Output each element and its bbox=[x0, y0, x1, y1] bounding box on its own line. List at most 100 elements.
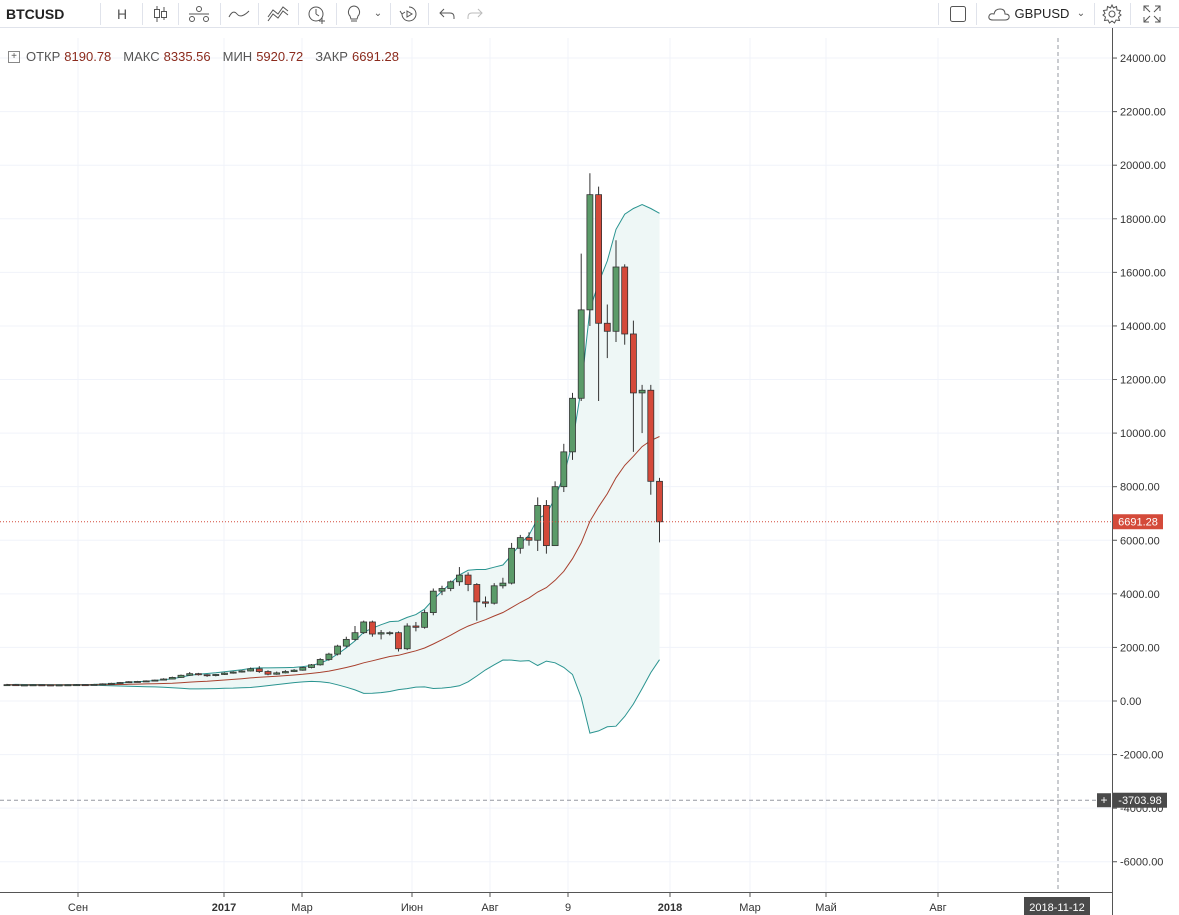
candle-down bbox=[656, 480, 663, 523]
chevron-down-icon[interactable]: ⌄ bbox=[373, 8, 383, 19]
candle-up bbox=[455, 574, 463, 583]
x-tick-label: Мар bbox=[291, 902, 313, 914]
candle-up bbox=[177, 674, 185, 678]
indicators-icon[interactable] bbox=[224, 0, 254, 27]
crosshair-price-text: -3703.98 bbox=[1118, 795, 1161, 807]
interval-label: Н bbox=[116, 5, 128, 22]
compare-symbol-label[interactable]: GBPUSD bbox=[1014, 6, 1070, 21]
symbol-label: BTCUSD bbox=[6, 5, 65, 22]
close-value: 6691.28 bbox=[351, 49, 399, 64]
candle-up bbox=[116, 682, 124, 684]
last-price-text: 6691.28 bbox=[1118, 517, 1158, 529]
candle-down bbox=[395, 632, 402, 650]
candle-down bbox=[81, 684, 89, 687]
settings-gear-icon[interactable] bbox=[1098, 0, 1126, 27]
candle-up bbox=[438, 588, 446, 592]
candles-icon[interactable] bbox=[146, 0, 174, 27]
collapse-plus-icon[interactable]: + bbox=[8, 50, 20, 63]
y-tick-label: 10000.00 bbox=[1120, 428, 1166, 440]
x-tick-label: Мар bbox=[739, 902, 761, 914]
price-axis[interactable]: 24000.00 22000.00 20000.00 18000.00 16000.00… bbox=[1112, 53, 1166, 869]
y-tick-label: 8000.00 bbox=[1120, 482, 1160, 494]
x-tick-label: Авг bbox=[481, 902, 498, 914]
x-tick-label: Сен bbox=[68, 902, 88, 914]
candle-up bbox=[403, 625, 411, 650]
x-tick-label: 2018 bbox=[658, 902, 682, 914]
crosshair-price-label: + -3703.98 bbox=[1097, 792, 1167, 808]
x-tick-label: 2017 bbox=[212, 902, 236, 914]
y-tick-label: 12000.00 bbox=[1120, 375, 1166, 387]
open-value: 8190.78 bbox=[64, 49, 112, 64]
candle-up bbox=[377, 632, 385, 635]
alert-clock-icon[interactable] bbox=[302, 0, 332, 27]
candle-down bbox=[412, 625, 420, 628]
compare-icon[interactable] bbox=[184, 0, 214, 27]
candle-up bbox=[168, 677, 176, 680]
candle-up bbox=[55, 684, 63, 687]
candle-up bbox=[290, 669, 298, 672]
candle-up bbox=[586, 194, 594, 311]
y-tick-label: -2000.00 bbox=[1120, 750, 1163, 762]
y-tick-label: 16000.00 bbox=[1120, 267, 1166, 279]
candle-down bbox=[255, 668, 263, 672]
candle-up bbox=[90, 683, 98, 686]
candle-down bbox=[38, 684, 46, 687]
last-price-label: 6691.28 bbox=[1113, 514, 1163, 530]
bollinger-lower-band bbox=[6, 659, 660, 734]
candle-up bbox=[508, 547, 516, 584]
chart-grid bbox=[0, 38, 1112, 892]
replay-icon[interactable] bbox=[394, 0, 424, 27]
candle-up bbox=[186, 673, 194, 676]
interval-button[interactable]: Н bbox=[108, 0, 136, 27]
candle-up bbox=[316, 659, 324, 666]
candle-up bbox=[386, 632, 394, 635]
templates-icon[interactable] bbox=[262, 0, 294, 27]
ideas-lightbulb-icon[interactable] bbox=[340, 0, 368, 27]
candle-up bbox=[273, 672, 281, 675]
y-tick-label: 20000.00 bbox=[1120, 160, 1166, 172]
candle-up bbox=[221, 672, 228, 675]
redo-icon[interactable] bbox=[462, 0, 488, 27]
candle-up bbox=[29, 684, 37, 687]
candle-down bbox=[464, 574, 472, 585]
candle-up bbox=[325, 653, 333, 660]
chevron-down-icon[interactable]: ⌄ bbox=[1076, 8, 1086, 19]
candle-down bbox=[12, 684, 20, 687]
y-tick-label: -6000.00 bbox=[1120, 857, 1163, 869]
candle-up bbox=[299, 667, 307, 671]
ohlc-legend: + ОТКР 8190.78 МАКС 8335.56 МИН 5920.72 ЗАК… bbox=[8, 49, 407, 64]
candle-up bbox=[99, 683, 107, 686]
candle-down bbox=[47, 684, 54, 687]
symbol-search-button[interactable]: BTCUSD bbox=[6, 0, 96, 27]
x-tick-label: Июн bbox=[401, 902, 423, 914]
svg-text:+: + bbox=[1100, 793, 1107, 807]
expand-arrows-icon[interactable] bbox=[1138, 0, 1166, 27]
candle-up bbox=[569, 397, 576, 453]
candle-up bbox=[516, 537, 524, 549]
crosshair-time-text: 2018-11-12 bbox=[1029, 902, 1084, 914]
cloud-icon[interactable] bbox=[984, 0, 1014, 27]
candle-up bbox=[490, 585, 498, 604]
high-label: МАКС bbox=[123, 49, 160, 64]
y-tick-label: 4000.00 bbox=[1120, 589, 1160, 601]
y-tick-label: 2000.00 bbox=[1120, 642, 1160, 654]
undo-icon[interactable] bbox=[434, 0, 460, 27]
candle-up bbox=[3, 684, 11, 687]
candle-down bbox=[543, 505, 550, 547]
candle-up bbox=[125, 681, 133, 684]
y-tick-label: 14000.00 bbox=[1120, 321, 1166, 333]
candle-down bbox=[264, 671, 272, 675]
bollinger-upper-band bbox=[6, 203, 660, 686]
candle-up bbox=[73, 684, 80, 687]
time-axis[interactable]: Сен 2017 Мар Июн Авг 9 2018 Мар Май Авг bbox=[68, 892, 947, 914]
fullscreen-square-icon[interactable] bbox=[944, 0, 972, 27]
low-value: 5920.72 bbox=[256, 49, 304, 64]
candle-up bbox=[421, 612, 429, 628]
candle-down bbox=[473, 584, 481, 603]
candle-up bbox=[64, 684, 72, 687]
candle-up bbox=[229, 671, 237, 674]
candle-down bbox=[482, 601, 489, 604]
candle-up bbox=[212, 674, 220, 676]
candle-up bbox=[534, 505, 542, 541]
